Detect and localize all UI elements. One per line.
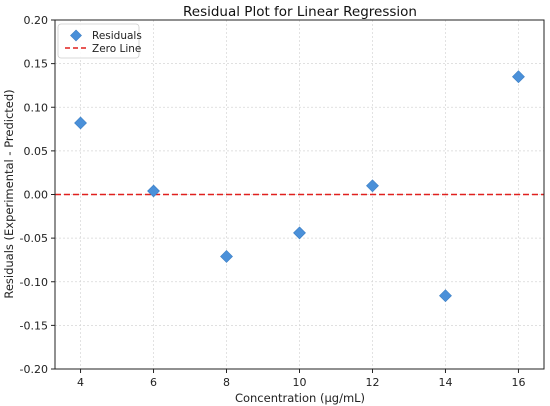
residual-point bbox=[147, 184, 160, 198]
legend-diamond-marker bbox=[70, 29, 82, 42]
residual-point bbox=[439, 289, 452, 303]
legend: Residuals Zero Line bbox=[57, 23, 142, 59]
residual-point bbox=[512, 70, 525, 84]
legend-label-residuals: Residuals bbox=[92, 30, 142, 42]
x-tick-label: 10 bbox=[293, 376, 307, 389]
y-tick-label: 0.15 bbox=[24, 58, 49, 71]
x-tick-label: 8 bbox=[223, 376, 230, 389]
y-tick-label: 0.10 bbox=[24, 101, 49, 114]
y-tick-label: -0.05 bbox=[20, 232, 48, 245]
x-tick-label: 16 bbox=[511, 376, 525, 389]
x-axis-ticks: 4 6 8 10 12 14 16 bbox=[77, 369, 525, 389]
x-axis-title: Concentration (μg/mL) bbox=[235, 391, 365, 405]
y-axis-title: Residuals (Experimental - Predicted) bbox=[2, 89, 16, 298]
x-tick-label: 6 bbox=[150, 376, 157, 389]
chart-title: Residual Plot for Linear Regression bbox=[183, 4, 417, 20]
x-tick-label: 12 bbox=[365, 376, 379, 389]
y-tick-label: 0.05 bbox=[24, 145, 49, 158]
y-tick-label: -0.15 bbox=[20, 319, 48, 332]
y-tick-label: -0.20 bbox=[20, 363, 48, 376]
y-axis-ticks: 0.20 0.15 0.10 0.05 0.00 -0.05 -0.10 -0.15 -0.20 bbox=[20, 14, 55, 376]
y-tick-label: 0.00 bbox=[24, 189, 49, 202]
legend-label-zero-line: Zero Line bbox=[92, 43, 141, 55]
residual-point bbox=[366, 179, 379, 193]
residual-point bbox=[293, 226, 306, 240]
y-tick-label: -0.10 bbox=[20, 276, 48, 289]
x-tick-label: 4 bbox=[77, 376, 84, 389]
y-tick-label: 0.20 bbox=[24, 14, 49, 27]
residual-point bbox=[74, 116, 87, 130]
residual-points bbox=[74, 70, 525, 303]
x-tick-label: 14 bbox=[438, 376, 452, 389]
residual-point bbox=[220, 250, 233, 263]
